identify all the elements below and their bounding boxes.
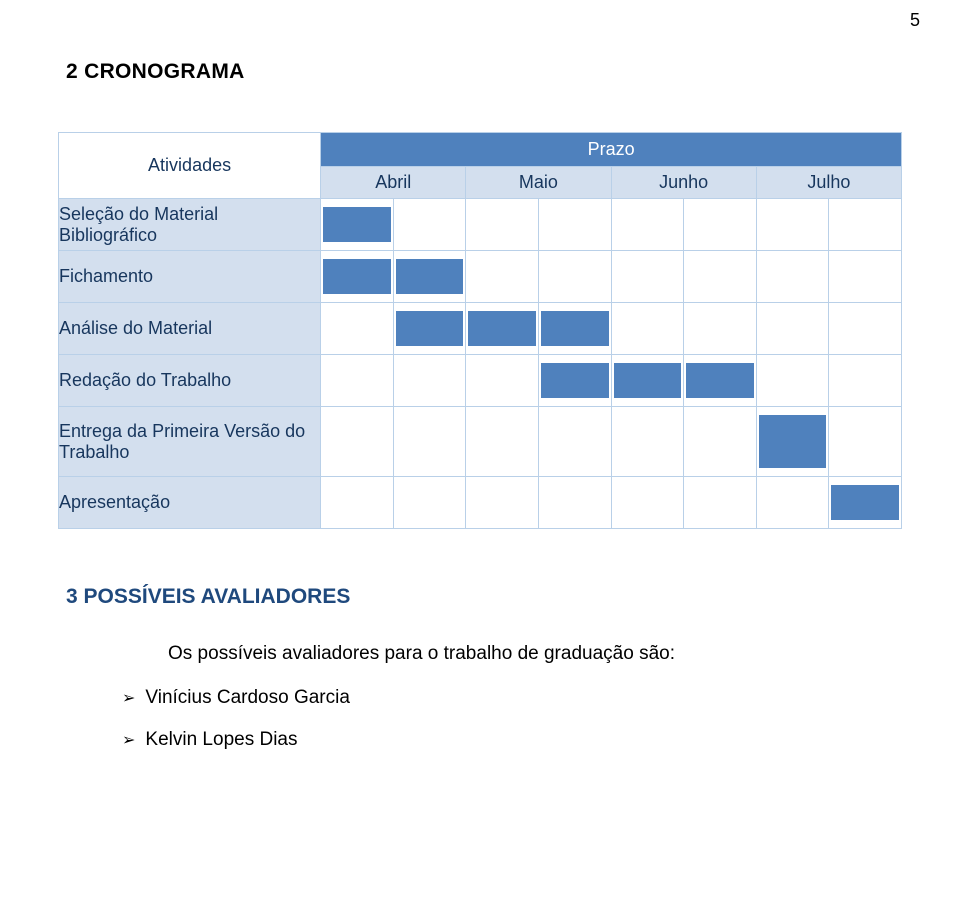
gantt-cell bbox=[321, 199, 394, 251]
gantt-cell bbox=[611, 303, 684, 355]
page-number: 5 bbox=[910, 10, 920, 31]
header-month-0: Abril bbox=[321, 167, 466, 199]
gantt-chart: Atividades Prazo Abril Maio Junho Julho … bbox=[58, 132, 902, 529]
gantt-cell bbox=[611, 407, 684, 477]
gantt-cell bbox=[321, 251, 394, 303]
gantt-row: Fichamento bbox=[59, 251, 902, 303]
gantt-cell bbox=[756, 407, 829, 477]
gantt-cell bbox=[393, 355, 466, 407]
gantt-cell bbox=[538, 251, 611, 303]
header-month-2: Junho bbox=[611, 167, 756, 199]
gantt-row: Apresentação bbox=[59, 477, 902, 529]
section-2-title: 3 POSSÍVEIS AVALIADORES bbox=[66, 585, 902, 609]
gantt-cell bbox=[393, 303, 466, 355]
gantt-cell bbox=[829, 355, 902, 407]
gantt-cell bbox=[466, 477, 539, 529]
list-item: ➢ Vinícius Cardoso Garcia bbox=[122, 687, 902, 711]
gantt-cell bbox=[829, 477, 902, 529]
gantt-cell bbox=[756, 477, 829, 529]
activity-label: Entrega da Primeira Versão do Trabalho bbox=[59, 407, 321, 477]
gantt-cell bbox=[538, 199, 611, 251]
gantt-cell bbox=[466, 303, 539, 355]
gantt-cell bbox=[611, 199, 684, 251]
evaluators-list: ➢ Vinícius Cardoso Garcia ➢ Kelvin Lopes Di… bbox=[122, 687, 902, 753]
gantt-cell bbox=[538, 477, 611, 529]
activity-label: Seleção do Material Bibliográfico bbox=[59, 199, 321, 251]
gantt-cell bbox=[756, 199, 829, 251]
gantt-cell bbox=[321, 477, 394, 529]
header-prazo: Prazo bbox=[321, 133, 902, 167]
gantt-cell bbox=[829, 199, 902, 251]
evaluators-intro: Os possíveis avaliadores para o trabalho… bbox=[168, 643, 902, 665]
list-item: ➢ Kelvin Lopes Dias bbox=[122, 729, 902, 753]
activity-label: Apresentação bbox=[59, 477, 321, 529]
header-month-1: Maio bbox=[466, 167, 611, 199]
gantt-cell bbox=[829, 251, 902, 303]
gantt-cell bbox=[684, 303, 757, 355]
evaluator-name: Vinícius Cardoso Garcia bbox=[145, 687, 350, 709]
gantt-cell bbox=[321, 407, 394, 477]
gantt-cell bbox=[684, 407, 757, 477]
gantt-cell bbox=[538, 355, 611, 407]
gantt-cell bbox=[538, 407, 611, 477]
gantt-row: Redação do Trabalho bbox=[59, 355, 902, 407]
gantt-cell bbox=[611, 251, 684, 303]
gantt-cell bbox=[466, 251, 539, 303]
gantt-cell bbox=[611, 355, 684, 407]
gantt-cell bbox=[393, 199, 466, 251]
activity-label: Fichamento bbox=[59, 251, 321, 303]
section-1-title: 2 CRONOGRAMA bbox=[66, 60, 902, 84]
header-month-3: Julho bbox=[756, 167, 901, 199]
gantt-row: Seleção do Material Bibliográfico bbox=[59, 199, 902, 251]
bullet-icon: ➢ bbox=[122, 729, 135, 753]
gantt-cell bbox=[321, 355, 394, 407]
gantt-cell bbox=[466, 407, 539, 477]
gantt-row: Análise do Material bbox=[59, 303, 902, 355]
gantt-cell bbox=[393, 477, 466, 529]
gantt-cell bbox=[611, 477, 684, 529]
gantt-cell bbox=[756, 355, 829, 407]
gantt-cell bbox=[466, 355, 539, 407]
gantt-row: Entrega da Primeira Versão do Trabalho bbox=[59, 407, 902, 477]
gantt-cell bbox=[538, 303, 611, 355]
gantt-cell bbox=[466, 199, 539, 251]
gantt-cell bbox=[393, 407, 466, 477]
gantt-cell bbox=[684, 355, 757, 407]
header-atividades: Atividades bbox=[59, 133, 321, 199]
bullet-icon: ➢ bbox=[122, 687, 135, 711]
activity-label: Análise do Material bbox=[59, 303, 321, 355]
gantt-cell bbox=[756, 303, 829, 355]
gantt-cell bbox=[829, 303, 902, 355]
gantt-cell bbox=[321, 303, 394, 355]
evaluator-name: Kelvin Lopes Dias bbox=[145, 729, 297, 751]
activity-label: Redação do Trabalho bbox=[59, 355, 321, 407]
gantt-cell bbox=[393, 251, 466, 303]
gantt-cell bbox=[684, 477, 757, 529]
gantt-cell bbox=[756, 251, 829, 303]
gantt-cell bbox=[684, 251, 757, 303]
gantt-cell bbox=[684, 199, 757, 251]
gantt-cell bbox=[829, 407, 902, 477]
